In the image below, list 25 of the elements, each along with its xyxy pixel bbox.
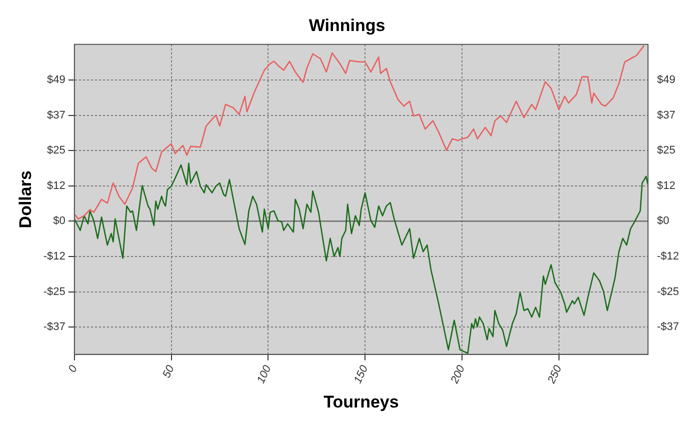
y2-tick-label: $49 (656, 74, 676, 86)
y-tick-label: -$37 (43, 321, 66, 334)
y2-tick-label: $0 (656, 215, 670, 228)
chart-title: Winnings (308, 16, 386, 35)
y-tick-label: $12 (47, 180, 66, 192)
y2-tick-label: -$12 (656, 250, 680, 263)
y2-tick-label: $12 (656, 180, 676, 192)
x-tick-label: 150 (352, 362, 371, 386)
x-tick-label: 200 (448, 362, 468, 386)
y-tick-label: -$25 (43, 286, 66, 298)
y-tick-label: -$12 (43, 250, 66, 263)
y2-tick-label: $37 (656, 109, 676, 122)
x-axis-title: Tourneys (324, 392, 399, 412)
x-tick-label: 0 (66, 362, 80, 374)
y-tick-label: $0 (53, 215, 66, 228)
x-tick-label: 50 (160, 362, 178, 380)
y-tick-label: $49 (47, 74, 66, 86)
y2-tick-label: -$37 (656, 321, 680, 334)
y2-tick-label: $25 (656, 144, 676, 157)
x-tick-label: 250 (545, 362, 565, 386)
y2-tick-label: -$25 (656, 286, 680, 298)
y-axis-title: Dollars (16, 170, 35, 228)
y-tick-label: $37 (47, 109, 66, 122)
x-tick-label: 100 (255, 362, 274, 386)
y-tick-label: $25 (47, 144, 66, 157)
